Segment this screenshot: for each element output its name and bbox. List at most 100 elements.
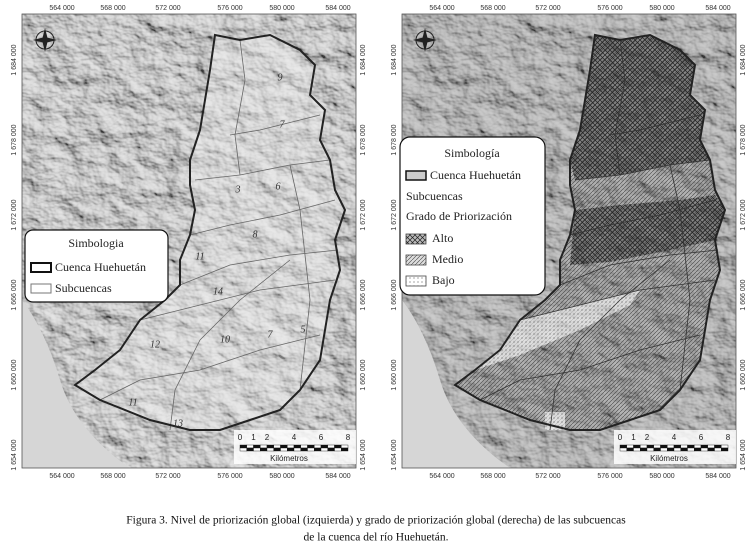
x-coord-label: 584 000 [705,473,730,480]
basin-outline [73,33,347,431]
basin-outline [453,33,727,431]
legend-item: Cuenca Huehuetán [430,168,521,182]
map-frame [21,13,357,469]
scale-segment [714,444,722,449]
compass [413,28,437,52]
subbasin-label: 11 [195,251,204,262]
caption: de la cuenca del río Huehuetán. [304,532,449,544]
scale-segment [327,447,335,452]
x-coord-label: 568 000 [480,473,505,480]
scale-segment [619,447,627,452]
legend-box [399,136,546,296]
x-coord-label: 576 000 [597,473,622,480]
scale-segment [273,444,281,449]
scale-segment [707,447,715,452]
x-coord-label: 572 000 [155,5,180,12]
scale-segment [633,447,641,452]
y-coord-label: 1 684 000 [740,44,747,75]
scale-segment [653,447,661,452]
scale-segment [287,447,295,452]
scale-segment [667,447,675,452]
scale-segment [700,444,708,449]
y-coord-label: 1 666 000 [11,279,18,310]
subbasin-boundary [139,279,336,321]
y-coord-label: 1 660 000 [740,359,747,390]
scale-segment [626,444,634,449]
y-coord-label: 1 666 000 [391,279,398,310]
subbasin-boundary [189,199,336,236]
scale-segment [327,444,335,449]
legend-item: Alto [432,231,453,245]
scale-segment [619,444,627,449]
scale-segment [646,444,654,449]
subbasin-boundary [179,249,339,286]
scale-segment [280,444,288,449]
scale-segment [253,444,261,449]
scale-unit: Kilómetros [270,454,308,463]
legend-title: Simbologia [68,236,124,250]
x-coord-label: 568 000 [480,5,505,12]
x-coord-label: 572 000 [535,5,560,12]
x-coord-label: 568 000 [100,473,125,480]
subbasin-boundary [169,259,291,431]
y-coord-label: 1 672 000 [740,199,747,230]
subbasin-label: 9 [278,72,283,83]
compass [33,28,57,52]
scale-tick: 2 [645,433,650,442]
y-coord-label: 1 678 000 [360,124,367,155]
scale-segment [260,447,268,452]
subbasin-boundary [569,199,716,236]
subbasin-label: 12 [150,339,160,350]
subbasin-boundary [99,334,321,401]
y-coord-label: 1 654 000 [391,439,398,470]
scale-segment [341,444,349,449]
legend-item: Bajo [432,273,455,287]
y-coord-label: 1 660 000 [391,359,398,390]
subbasin-label: 6 [276,181,281,192]
scale-segment [266,444,274,449]
scale-segment [246,447,254,452]
bajo-area [475,290,640,370]
subbasin-label: 3 [235,184,241,195]
x-coord-label: 564 000 [429,473,454,480]
maps: 564 000 564 000 568 000 568 000 572 000 572 0… [11,5,747,480]
legend-swatch [405,233,427,245]
x-coord-label: 564 000 [429,5,454,12]
y-coord-label: 1 654 000 [11,439,18,470]
legend-item: Subcuencas [55,281,112,295]
scale-segment [300,447,308,452]
scale-segment [239,444,247,449]
scale-segment [673,447,681,452]
scale-segment [667,444,675,449]
subbasin-boundary [479,334,701,401]
scale-tick: 4 [292,433,297,442]
scale-segment [687,447,695,452]
legend-box [24,229,169,303]
basin-fill [75,35,345,430]
x-coord-label: 584 000 [325,473,350,480]
subbasin-boundary [574,159,711,181]
subbasin-boundary [549,259,671,431]
y-coord-label: 1 654 000 [360,439,367,470]
legend-swatch [30,283,52,294]
x-coord-label: 580 000 [649,5,674,12]
scale-segment [626,447,634,452]
scale-segment [714,447,722,452]
y-coord-label: 1 672 000 [391,199,398,230]
caption: Figura 3. Nivel de priorización global (… [126,515,626,527]
legend-swatch [405,275,427,287]
y-coord-label: 1 666 000 [740,279,747,310]
x-coord-label: 580 000 [269,5,294,12]
y-coord-label: 1 654 000 [740,439,747,470]
subbasin-label: 14 [213,286,223,297]
x-coord-label: 572 000 [535,473,560,480]
scale-tick: 6 [699,433,704,442]
alto-area [570,35,710,180]
scale-segment [653,444,661,449]
subbasin-label: 7 [268,329,274,340]
subbasin-boundary [234,39,246,176]
scale-tick: 0 [238,433,243,442]
legend-item: Cuenca Huehuetán [55,260,146,274]
scale-segment [334,444,342,449]
